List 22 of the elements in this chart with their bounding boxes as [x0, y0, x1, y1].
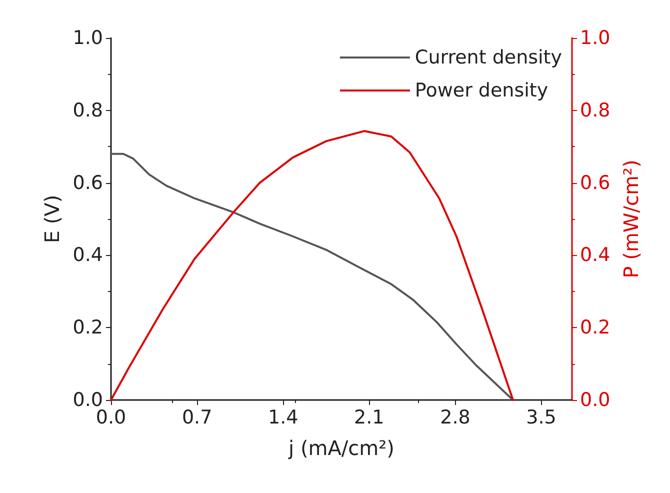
- x-axis-title: j (mA/cm²): [288, 436, 394, 460]
- y2-tick-label: 0.4: [580, 244, 610, 266]
- y2-tick-label: 0.2: [580, 316, 610, 339]
- y2-tick-label: 0.8: [580, 99, 610, 122]
- y-axis-title: E (V): [40, 194, 64, 244]
- y-tick-label: 1.0: [72, 27, 103, 49]
- y2-axis-title: P (mW/cm²): [619, 160, 644, 278]
- y2-tick-label: 0.6: [580, 172, 610, 194]
- y-tick-label: 0.6: [72, 172, 103, 194]
- x-tick-label: 1.4: [268, 406, 298, 428]
- y-tick-label: 0.4: [72, 244, 103, 266]
- x-tick-label: 2.1: [354, 406, 384, 428]
- x-tick-label: 3.5: [526, 406, 556, 428]
- x-tick-label: 2.8: [440, 406, 470, 428]
- x-tick-label: 0.0: [96, 406, 126, 428]
- y-tick-label: 0.2: [72, 316, 103, 339]
- y-tick-label: 0.8: [72, 99, 103, 122]
- y2-tick-label: 0.0: [580, 389, 610, 411]
- x-tick-label: 0.7: [182, 406, 212, 428]
- legend-label: Current density: [414, 46, 562, 68]
- y2-tick-label: 1.0: [580, 27, 610, 49]
- legend-label: Power density: [414, 80, 548, 102]
